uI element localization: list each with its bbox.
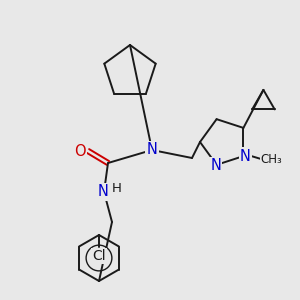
Text: N: N [98,184,108,200]
Text: O: O [74,143,86,158]
Text: N: N [147,142,158,158]
Text: N: N [210,158,221,173]
Text: N: N [240,148,251,164]
Text: Cl: Cl [92,249,106,263]
Text: CH₃: CH₃ [260,153,282,166]
Text: H: H [112,182,122,194]
